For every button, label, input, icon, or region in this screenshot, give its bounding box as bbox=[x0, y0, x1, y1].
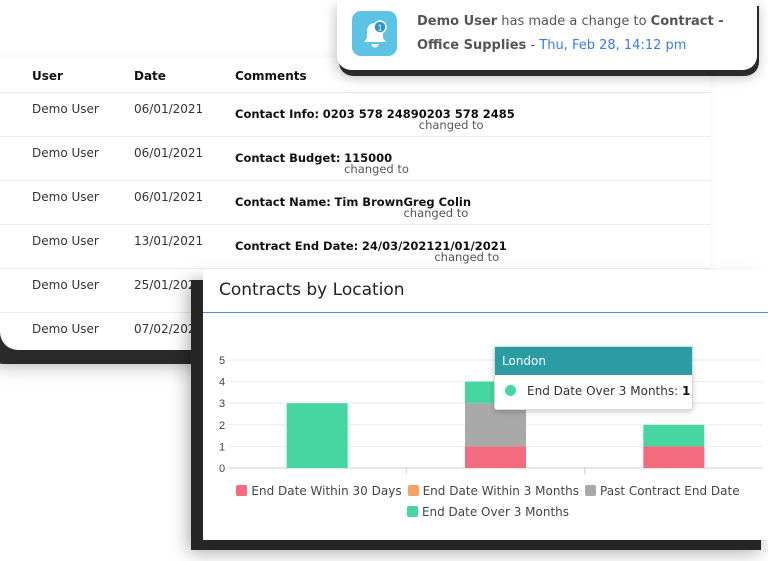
cell-comment: Contact Name: Tim Brown changed to Greg … bbox=[235, 195, 472, 220]
y-tick-label: 0 bbox=[219, 463, 225, 475]
comment-field: Contract End Date: bbox=[235, 239, 359, 253]
notification-separator: - bbox=[526, 38, 540, 53]
cell-user: Demo User bbox=[32, 146, 99, 160]
comment-field: Contact Name: bbox=[235, 195, 331, 209]
comment-old-value: 24/03/2021 bbox=[361, 239, 435, 253]
cell-comment: Contract End Date: 24/03/2021 changed to… bbox=[235, 239, 507, 264]
tooltip-text: End Date Over 3 Months: 1 bbox=[527, 384, 690, 398]
y-tick-label: 2 bbox=[219, 420, 225, 432]
comment-new-value: Greg Colin bbox=[403, 195, 472, 209]
cell-date: 13/01/2021 bbox=[134, 234, 204, 248]
y-tick-label: 4 bbox=[219, 377, 225, 389]
bar-segment bbox=[465, 446, 526, 468]
legend-item[interactable]: End Date Within 30 Days bbox=[236, 481, 402, 502]
chart-title: Contracts by Location bbox=[219, 280, 405, 300]
notification-action: has made a change to bbox=[497, 14, 651, 29]
cell-user: Demo User bbox=[32, 190, 99, 204]
table-row: Demo User 07/02/2021 bbox=[0, 312, 710, 350]
chart-title-divider bbox=[203, 312, 768, 313]
y-tick-label: 3 bbox=[219, 398, 225, 410]
chart-legend: End Date Within 30 Days End Date Within 3… bbox=[203, 481, 768, 523]
table-row: Demo User 06/01/2021 Contact Name: Tim Bro… bbox=[0, 180, 710, 225]
comment-verb: changed to bbox=[344, 162, 409, 176]
y-tick-label: 5 bbox=[219, 355, 225, 367]
cell-date: 07/02/2021 bbox=[134, 322, 204, 336]
tooltip-title: London bbox=[495, 347, 692, 375]
tooltip-value: 1 bbox=[681, 384, 691, 398]
notification-time: Thu, Feb 28, 14:12 pm bbox=[539, 38, 687, 53]
table-row: Demo User 13/01/2021 Contract End Date: 24… bbox=[0, 224, 710, 269]
cell-comment: Contact Budget: changed to 115000 bbox=[235, 151, 409, 176]
comment-verb: changed to bbox=[434, 250, 500, 264]
legend-item[interactable]: End Date Over 3 Months bbox=[406, 502, 570, 523]
notification-toast[interactable]: 1 Demo User has made a change to Contrac… bbox=[337, 0, 757, 70]
legend-label: End Date Within 30 Days bbox=[251, 484, 402, 498]
bell-icon: 1 bbox=[364, 20, 387, 48]
legend-swatch bbox=[585, 485, 597, 496]
table-row: Demo User 06/01/2021 Contact Info: 0203 57… bbox=[0, 92, 710, 137]
bar-segment bbox=[286, 403, 348, 468]
legend-label: End Date Over 3 Months bbox=[421, 505, 570, 519]
legend-item[interactable]: End Date Within 3 Months bbox=[407, 481, 580, 502]
column-header-user: User bbox=[32, 69, 63, 83]
cell-user: Demo User bbox=[32, 102, 99, 116]
cell-date: 06/01/2021 bbox=[134, 190, 204, 204]
cell-user: Demo User bbox=[32, 278, 99, 292]
comment-old-value: 0203 578 2489 bbox=[322, 107, 419, 121]
comment-field: Contact Info: bbox=[235, 107, 320, 121]
tooltip-series-dot bbox=[505, 385, 516, 396]
legend-item[interactable]: Past Contract End Date bbox=[585, 481, 740, 502]
comment-field: Contact Budget: bbox=[235, 151, 341, 165]
tooltip-series-name: End Date Over 3 Months: bbox=[527, 384, 679, 398]
notification-count: 1 bbox=[378, 22, 383, 32]
comment-verb: changed to bbox=[403, 206, 469, 220]
legend-swatch bbox=[407, 485, 419, 496]
table-row: Demo User 06/01/2021 Contact Budget: chang… bbox=[0, 136, 710, 181]
contracts-by-location-chart-card: Contracts by Location 0 1 2 3 4 5 London End … bbox=[203, 270, 768, 540]
bar-segment bbox=[643, 424, 705, 447]
cell-date: 25/01/2021 bbox=[134, 278, 204, 292]
column-header-date: Date bbox=[134, 69, 166, 83]
comment-new-value: 21/01/2021 bbox=[434, 239, 507, 253]
comment-old-value: Tim Brown bbox=[334, 195, 404, 209]
cell-user: Demo User bbox=[32, 322, 99, 336]
chart-tooltip: London End Date Over 3 Months: 1 bbox=[494, 346, 693, 410]
cell-date: 06/01/2021 bbox=[134, 102, 204, 116]
notification-actor: Demo User bbox=[417, 14, 498, 29]
legend-swatch bbox=[406, 506, 418, 517]
bar-segment bbox=[465, 403, 526, 447]
comment-new-value: 0203 578 2485 bbox=[418, 107, 515, 121]
y-tick-label: 1 bbox=[219, 441, 225, 453]
cell-user: Demo User bbox=[32, 234, 99, 248]
cell-comment: Contact Info: 0203 578 2489 changed to 0… bbox=[235, 107, 515, 132]
legend-label: End Date Within 3 Months bbox=[422, 484, 580, 498]
notification-bell-badge: 1 bbox=[352, 11, 397, 56]
comment-new-value: 115000 bbox=[344, 151, 393, 165]
legend-swatch bbox=[236, 485, 248, 496]
cell-date: 06/01/2021 bbox=[134, 146, 204, 160]
bar-segment bbox=[643, 446, 705, 468]
notification-target[interactable]: Contract - Office Supplies bbox=[417, 14, 724, 53]
legend-label: Past Contract End Date bbox=[600, 484, 740, 498]
comment-verb: changed to bbox=[418, 118, 484, 132]
notification-message: Demo User has made a change to Contract … bbox=[417, 10, 747, 58]
table-header: User Date Comments bbox=[0, 58, 710, 93]
column-header-comments: Comments bbox=[235, 69, 307, 83]
